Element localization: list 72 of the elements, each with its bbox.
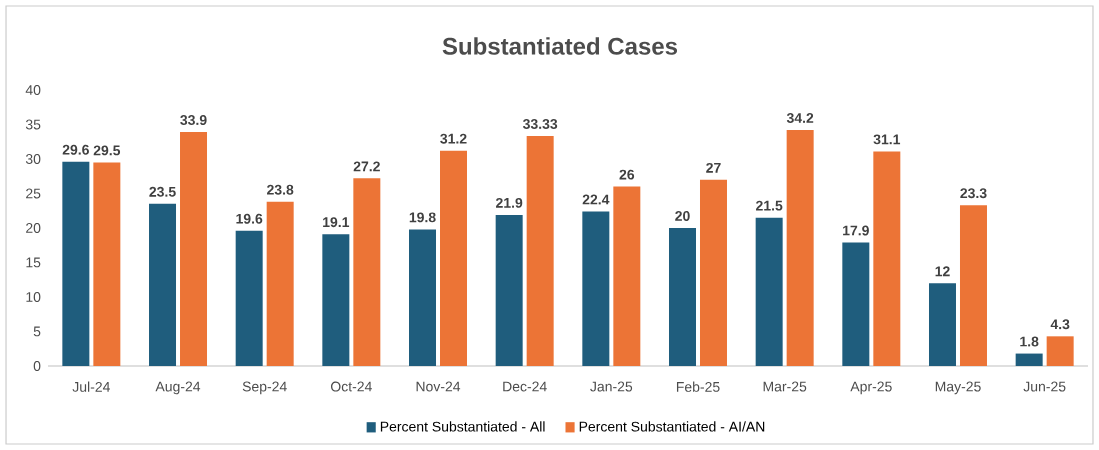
- x-tick-label: Jun-25: [1023, 381, 1066, 392]
- data-label: 1.8: [1020, 336, 1039, 347]
- data-label: 20: [675, 211, 690, 221]
- bar: [526, 136, 554, 366]
- bar: [669, 228, 696, 366]
- bar: [149, 203, 177, 366]
- bar: [873, 151, 901, 366]
- x-tick-label: Mar-25: [763, 381, 807, 392]
- bar: [582, 211, 610, 366]
- data-label: 21.5: [756, 200, 783, 211]
- data-label: 27: [706, 162, 721, 173]
- x-tick-label: Oct-24: [330, 381, 372, 392]
- y-tick-label: 25: [26, 188, 41, 199]
- y-tick-label: 15: [26, 257, 41, 268]
- data-label: 17.9: [843, 225, 869, 236]
- bar: [353, 178, 381, 366]
- y-tick-label: 10: [26, 292, 41, 302]
- x-tick-label: Apr-25: [850, 381, 892, 395]
- data-label: 23.3: [960, 188, 987, 199]
- x-tick-label: Feb-25: [676, 381, 720, 392]
- data-label: 21.9: [496, 197, 523, 208]
- bar: [495, 214, 523, 366]
- data-label: 4.3: [1050, 319, 1070, 330]
- data-label: 19.8: [409, 212, 436, 223]
- bar: [62, 161, 90, 366]
- legend-label: Percent Substantiated - AI/AN: [579, 421, 765, 432]
- bar: [1015, 353, 1043, 366]
- data-label: 12: [935, 266, 950, 277]
- bar: [409, 229, 437, 366]
- chart-title: Substantiated Cases: [442, 37, 678, 55]
- x-tick-label: Dec-24: [503, 381, 547, 392]
- bar: [180, 132, 208, 366]
- data-label: 33.33: [522, 119, 558, 129]
- data-label: 31.2: [440, 133, 467, 144]
- data-label: 22.4: [582, 194, 610, 205]
- bar: [440, 150, 467, 366]
- bar: [928, 283, 956, 366]
- data-label: 33.9: [180, 115, 207, 126]
- bar: [700, 179, 727, 366]
- bar: [322, 234, 350, 366]
- bar: [93, 162, 121, 366]
- data-label: 27.2: [353, 161, 380, 172]
- data-label: 29.6: [62, 144, 89, 155]
- bar: [786, 130, 814, 366]
- x-tick-label: Jan-25: [590, 381, 633, 392]
- data-label: 34.2: [786, 113, 814, 123]
- y-tick-label: 0: [33, 361, 41, 371]
- data-label: 23.8: [267, 184, 294, 195]
- bar: [266, 201, 294, 366]
- y-tick-label: 5: [33, 326, 41, 337]
- bar: [755, 217, 783, 366]
- bar: [842, 242, 870, 366]
- x-tick-label: May-25: [935, 381, 981, 395]
- bar: [959, 205, 987, 366]
- y-tick-label: 30: [25, 154, 41, 164]
- data-label: 29.5: [93, 145, 121, 156]
- data-label: 19.1: [323, 217, 350, 228]
- x-tick-label: Sep-24: [242, 381, 287, 395]
- legend-label: Percent Substantiated - All: [380, 421, 545, 432]
- bar: [235, 230, 263, 366]
- y-tick-label: 35: [25, 119, 41, 130]
- bar: [1046, 336, 1074, 366]
- data-label: 31.1: [873, 134, 901, 145]
- data-label: 19.6: [236, 213, 263, 224]
- y-tick-label: 20: [26, 223, 41, 233]
- y-tick-label: 40: [25, 85, 41, 95]
- data-label: 23.5: [149, 186, 176, 197]
- data-label: 26: [619, 169, 635, 180]
- x-tick-label: Jul-24: [72, 381, 110, 392]
- bar: [613, 186, 641, 366]
- x-tick-label: Aug-24: [155, 381, 201, 395]
- x-tick-label: Nov-24: [416, 381, 461, 392]
